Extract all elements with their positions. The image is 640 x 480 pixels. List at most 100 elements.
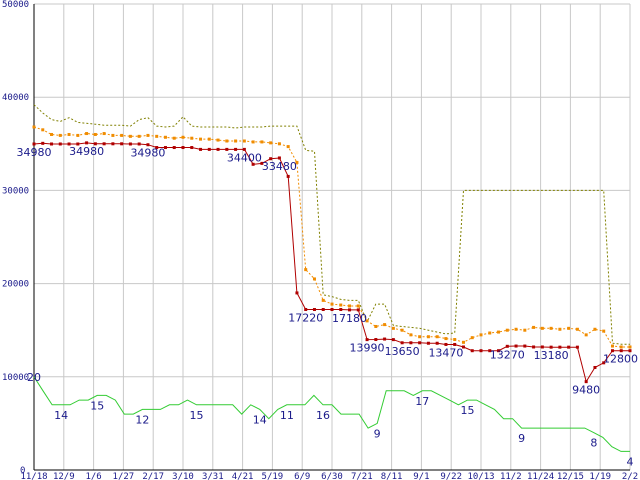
avg_price-point xyxy=(102,132,106,136)
min_price-point xyxy=(207,147,211,151)
min_price-point xyxy=(321,308,325,312)
min_price-point xyxy=(85,141,89,145)
min_price-data-label: 13470 xyxy=(428,346,463,359)
avg_price-point xyxy=(461,340,465,344)
min_price-point xyxy=(155,146,159,150)
x-tick-label: 8/11 xyxy=(381,472,403,480)
avg_price-point xyxy=(321,298,325,302)
avg_price-point xyxy=(435,335,439,339)
avg_price-point xyxy=(602,329,606,333)
shops-data-label: 17 xyxy=(415,395,429,408)
min_price-point xyxy=(32,142,36,146)
avg_price-point xyxy=(242,139,246,143)
min_price-point xyxy=(479,349,483,353)
avg_price-point xyxy=(409,333,413,337)
min_price-data-label: 33480 xyxy=(262,160,297,173)
min_price-point xyxy=(339,308,343,312)
avg_price-point xyxy=(400,328,404,332)
min_price-point xyxy=(540,345,544,349)
min_price-data-label: 17180 xyxy=(332,312,367,325)
min_price-data-label: 34980 xyxy=(130,147,165,160)
avg_price-point xyxy=(584,333,588,337)
x-tick-label: 9/1 xyxy=(413,472,429,480)
avg_price-point xyxy=(93,132,97,136)
min_price-point xyxy=(348,308,352,312)
min_price-data-label: 12800 xyxy=(603,353,638,366)
y-tick-label: 20000 xyxy=(2,280,29,290)
shops-data-label: 15 xyxy=(90,399,104,412)
avg_price-point xyxy=(540,326,544,330)
avg_price-point xyxy=(50,132,54,136)
min_price-data-label: 9480 xyxy=(572,384,600,397)
min_price-point xyxy=(295,291,299,295)
x-tick-label: 6/9 xyxy=(294,472,310,480)
avg_price-point xyxy=(479,333,483,337)
min_price-point xyxy=(514,344,518,348)
avg_price-point xyxy=(163,135,167,139)
min_price-point xyxy=(558,345,562,349)
shops-data-label: 16 xyxy=(316,409,330,422)
x-tick-label: 11/2 xyxy=(500,472,522,480)
avg_price-point xyxy=(260,140,264,144)
avg_price-point xyxy=(85,132,89,136)
avg_price-point xyxy=(532,325,536,329)
min_price-point xyxy=(619,349,623,353)
avg_price-point xyxy=(269,141,273,145)
x-tick-label: 11/18 xyxy=(20,472,47,480)
min_price-point xyxy=(260,161,264,165)
avg_price-point xyxy=(67,132,71,136)
avg_price-point xyxy=(312,277,316,281)
avg_price-point xyxy=(128,134,132,138)
x-tick-label: 1/19 xyxy=(589,472,611,480)
avg_price-point xyxy=(172,136,176,140)
min_price-point xyxy=(435,341,439,345)
avg_price-point xyxy=(348,304,352,308)
min_price-point xyxy=(93,142,97,146)
avg_price-point xyxy=(619,345,623,349)
avg_price-point xyxy=(593,327,597,331)
y-tick-label: 10000 xyxy=(2,373,29,383)
y-tick-label: 50000 xyxy=(2,0,29,10)
avg_price-point xyxy=(558,327,562,331)
avg_price-point xyxy=(628,345,632,349)
y-tick-label: 40000 xyxy=(2,93,29,103)
y-tick-label: 0 xyxy=(20,466,25,476)
avg_price-point xyxy=(339,303,343,307)
min_price-point xyxy=(172,146,176,150)
avg_price-point xyxy=(225,139,229,143)
min_price-point xyxy=(312,308,316,312)
min_price-point xyxy=(242,147,246,151)
min_price-point xyxy=(251,162,255,166)
min_price-point xyxy=(58,142,62,146)
min_price-point xyxy=(610,349,614,353)
avg_price-point xyxy=(295,160,299,164)
shops-data-label: 8 xyxy=(590,437,597,450)
min_price-data-label: 17220 xyxy=(288,312,323,325)
avg_price-point xyxy=(190,136,194,140)
min_price-point xyxy=(120,142,124,146)
min_price-point xyxy=(409,341,413,345)
min_price-point xyxy=(470,349,474,353)
x-tick-label: 10/13 xyxy=(467,472,494,480)
min_price-point xyxy=(523,344,527,348)
avg_price-point xyxy=(549,326,553,330)
min_price-point xyxy=(234,147,238,151)
avg_price-point xyxy=(418,335,422,339)
shops-line xyxy=(33,376,630,452)
avg_price-point xyxy=(76,133,80,137)
avg_price-point xyxy=(234,139,238,143)
avg_price-point xyxy=(374,324,378,328)
min_price-point xyxy=(356,308,360,312)
shops-data-label: 14 xyxy=(253,413,267,426)
avg_price-point xyxy=(391,326,395,330)
min_price-point xyxy=(549,345,553,349)
min_price-point xyxy=(374,338,378,342)
min_price-data-label: 13270 xyxy=(490,348,525,361)
min_price-point xyxy=(76,142,80,146)
avg_price-point xyxy=(505,328,509,332)
avg_price-point xyxy=(497,330,501,334)
avg_price-point xyxy=(356,304,360,308)
avg_price-point xyxy=(137,134,141,138)
min_price-point xyxy=(277,156,281,160)
